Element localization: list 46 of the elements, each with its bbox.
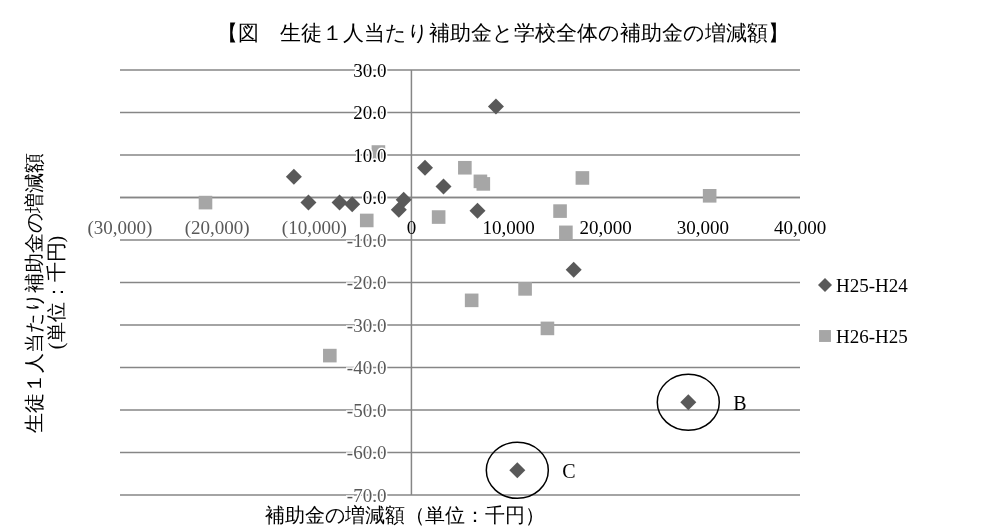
point bbox=[575, 171, 590, 185]
point bbox=[390, 201, 407, 218]
point bbox=[395, 191, 412, 208]
point bbox=[300, 194, 317, 211]
point bbox=[417, 159, 434, 176]
point bbox=[458, 160, 472, 175]
y-tick-label: -30.0 bbox=[346, 314, 387, 336]
y-tick-label: 20.0 bbox=[353, 102, 387, 124]
point bbox=[344, 196, 361, 213]
legend-label: H26-H25 bbox=[836, 326, 908, 347]
legend-label: H25-H24 bbox=[836, 275, 909, 296]
y-tick-label: 30.0 bbox=[353, 59, 387, 81]
x-axis-title: 補助金の増減額（単位：千円） bbox=[265, 504, 545, 526]
point bbox=[559, 225, 573, 240]
point bbox=[285, 168, 302, 185]
x-tick-label: (20,000) bbox=[184, 216, 250, 239]
point bbox=[323, 348, 337, 363]
point bbox=[198, 195, 213, 210]
point bbox=[518, 282, 532, 296]
y-axis-title: 生徒１人当たり補助金の増減額 (単位：千円) bbox=[23, 152, 68, 433]
y-tick-label: -70.0 bbox=[346, 484, 387, 506]
point bbox=[431, 210, 446, 224]
point bbox=[553, 204, 567, 218]
x-tick-label: 40,000 bbox=[773, 216, 827, 238]
x-tick-label: (30,000) bbox=[87, 216, 153, 239]
point bbox=[359, 213, 374, 228]
point bbox=[702, 189, 717, 203]
x-tick-label: 10,000 bbox=[482, 216, 535, 238]
x-tick-label: 20,000 bbox=[579, 216, 632, 238]
chart-title: 【図 生徒１人当たり補助金と学校全体の補助金の増減額】 bbox=[217, 21, 789, 45]
point bbox=[540, 321, 555, 336]
y-tick-label: 10.0 bbox=[353, 144, 387, 166]
y-tick-label: -50.0 bbox=[346, 399, 387, 421]
point bbox=[487, 98, 504, 115]
annotation: B bbox=[733, 392, 747, 415]
point bbox=[435, 178, 452, 195]
point bbox=[565, 261, 582, 278]
x-tick-label: (10,000) bbox=[281, 216, 347, 239]
point bbox=[331, 194, 348, 211]
x-tick-label: 30,000 bbox=[676, 216, 729, 238]
y-tick-label: -10.0 bbox=[346, 229, 387, 251]
point bbox=[469, 202, 486, 219]
annotation: C bbox=[562, 460, 576, 483]
y-tick-label: 0.0 bbox=[362, 187, 387, 209]
x-tick-label: 0 bbox=[406, 216, 417, 238]
point bbox=[464, 293, 479, 308]
